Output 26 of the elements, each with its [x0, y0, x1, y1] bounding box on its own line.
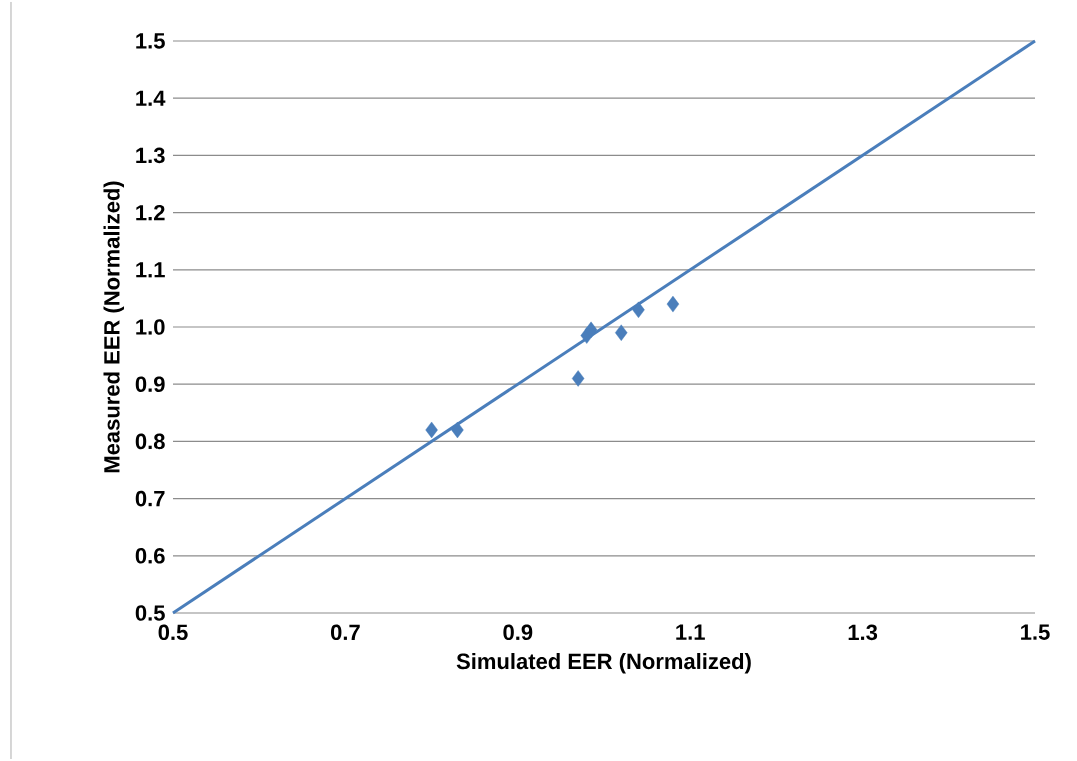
x-tick-label: 0.5	[158, 624, 188, 641]
x-axis-title: Simulated EER (Normalized)	[456, 653, 751, 674]
point	[615, 324, 628, 341]
y-tick-label: 0.9	[135, 376, 165, 392]
y-tick-label: 1.2	[136, 204, 165, 221]
y-tick-label: 0.8	[135, 433, 165, 450]
y-tick-label: 0.6	[135, 548, 165, 564]
x-tick-label: 1.1	[676, 624, 705, 640]
x-tick-label: 1.5	[1021, 624, 1050, 640]
point	[584, 321, 598, 339]
y-tick-label: 1.1	[136, 262, 165, 278]
x-tick-label: 0.7	[330, 624, 360, 641]
y-tick-label: 1.5	[136, 33, 165, 49]
point	[425, 421, 438, 439]
x-tick-label: 0.9	[503, 624, 533, 641]
point	[632, 301, 645, 319]
y-axis-title: Measured EER (Normalized)	[103, 181, 125, 473]
point	[451, 421, 464, 439]
point	[666, 295, 680, 313]
y-tick-label: 1.3	[136, 147, 165, 164]
y-tick-label: 0.7	[135, 490, 165, 507]
point	[571, 370, 585, 387]
y-tick-label: 1.4	[136, 90, 166, 106]
x-tick-label: 1.3	[848, 624, 878, 641]
y-tick-label: 1.0	[136, 319, 165, 335]
y-tick-label: 0.5	[135, 605, 165, 621]
